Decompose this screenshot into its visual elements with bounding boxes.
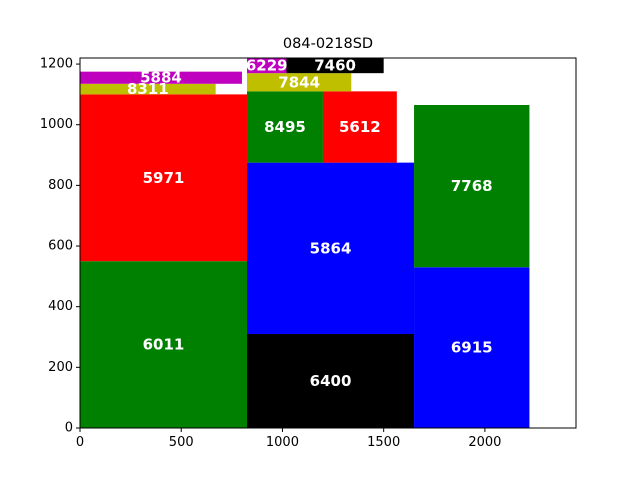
x-tick-label: 0 — [76, 435, 84, 450]
axes-frame — [79, 57, 577, 429]
x-tick-label: 500 — [169, 435, 194, 450]
y-tick-label: 800 — [48, 178, 73, 193]
rect-6011 — [80, 261, 248, 428]
x-axis: 0 500 1000 1500 2000 — [76, 428, 501, 450]
rect-label-5864: 5864 — [310, 239, 352, 257]
rect-label-7844: 7844 — [278, 73, 320, 91]
rect-label-6915: 6915 — [451, 339, 493, 357]
rect-label-5884: 5884 — [140, 69, 182, 87]
x-tick-label: 1000 — [266, 435, 299, 450]
rect-5612 — [322, 91, 397, 163]
rect-label-5971: 5971 — [143, 169, 185, 187]
y-tick-label: 0 — [65, 421, 73, 436]
y-tick-label: 600 — [48, 239, 73, 254]
x-tick-label: 1500 — [367, 435, 400, 450]
rect-label-8311: 8311 — [127, 80, 169, 98]
rect-label-6229: 6229 — [246, 57, 288, 75]
y-tick-label: 200 — [48, 360, 73, 375]
rect-6400 — [247, 333, 415, 428]
rect-8495 — [247, 91, 323, 163]
rect-7768 — [414, 105, 530, 268]
rect-5884 — [80, 71, 242, 84]
rect-6915 — [414, 267, 530, 428]
chart-title: 084-0218SD — [283, 36, 373, 52]
rect-5864 — [247, 162, 415, 334]
rect-label-6400: 6400 — [310, 372, 352, 390]
x-tick-label: 2000 — [468, 435, 501, 450]
rect-label-7460: 7460 — [314, 57, 356, 75]
rect-5971 — [80, 94, 248, 262]
rect-7844 — [247, 73, 352, 92]
rect-label-5612: 5612 — [339, 118, 381, 136]
rect-8311 — [80, 83, 216, 95]
rect-6229 — [247, 58, 287, 74]
y-tick-label: 1200 — [40, 57, 73, 72]
rect-label-7768: 7768 — [451, 177, 493, 195]
y-tick-label: 400 — [48, 299, 73, 314]
y-axis: 0 200 400 600 800 1000 1200 — [40, 57, 80, 436]
rect-7460 — [286, 58, 384, 74]
y-tick-label: 1000 — [40, 117, 73, 132]
rect-label-6011: 6011 — [143, 336, 185, 354]
rect-label-8495: 8495 — [264, 118, 306, 136]
